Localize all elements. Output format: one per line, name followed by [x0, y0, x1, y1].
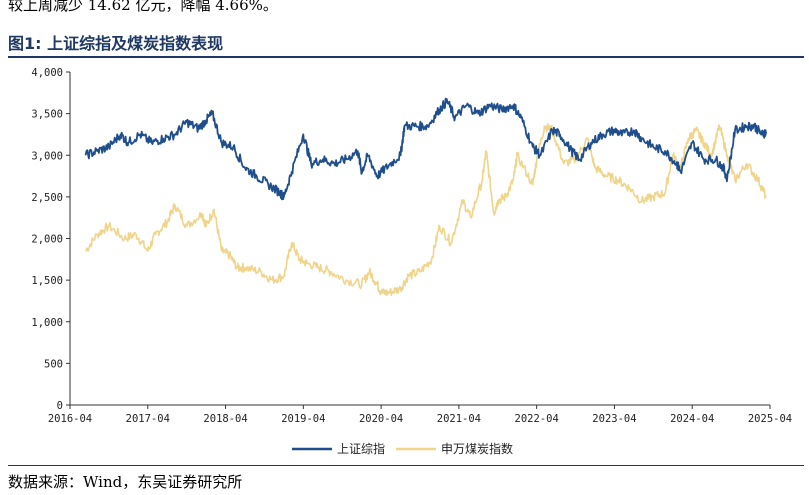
header-text: 较上周减少 14.62 亿元，降幅 4.66%。 — [8, 0, 278, 14]
series-line-2 — [84, 123, 767, 297]
x-tick-label: 2024-04 — [670, 413, 714, 425]
series-lines — [84, 97, 767, 297]
x-tick-label: 2021-04 — [437, 413, 481, 425]
y-tick-label: 2,500 — [31, 192, 63, 204]
figure-title: 图1: 上证综指及煤炭指数表现 — [8, 34, 224, 53]
y-tick-label: 2,000 — [31, 234, 63, 246]
y-tick-label: 1,000 — [31, 317, 63, 329]
source-note: 数据来源：Wind，东吴证券研究所 — [8, 473, 243, 491]
x-tick-label: 2025-04 — [748, 413, 792, 425]
x-tick-label: 2017-04 — [126, 413, 170, 425]
y-tick-label: 4,000 — [31, 67, 63, 79]
x-tick-label: 2016-04 — [48, 413, 92, 425]
series-line-1 — [84, 97, 767, 201]
legend-label-2: 申万煤炭指数 — [441, 441, 513, 456]
legend-label-1: 上证综指 — [337, 441, 385, 456]
y-tick-label: 3,500 — [31, 109, 63, 121]
x-tick-label: 2019-04 — [281, 413, 325, 425]
x-tick-label: 2020-04 — [359, 413, 403, 425]
x-axis-ticks: 2016-04 2017-04 2018-04 2019-04 2020-04 2021-… — [48, 405, 792, 425]
y-axis-ticks: 0 500 1,000 1,500 2,000 2,500 3,000 3,500 4,000 — [31, 67, 70, 412]
x-tick-label: 2023-04 — [592, 413, 636, 425]
x-tick-label: 2022-04 — [515, 413, 559, 425]
bottom-rule — [8, 465, 804, 466]
x-tick-label: 2018-04 — [203, 413, 247, 425]
title-rule — [8, 56, 804, 58]
y-tick-label: 3,000 — [31, 150, 63, 162]
y-tick-label: 500 — [44, 358, 63, 370]
chart-legend: 上证综指 申万煤炭指数 — [292, 441, 513, 456]
y-tick-label: 0 — [57, 400, 63, 412]
y-tick-label: 1,500 — [31, 275, 63, 287]
